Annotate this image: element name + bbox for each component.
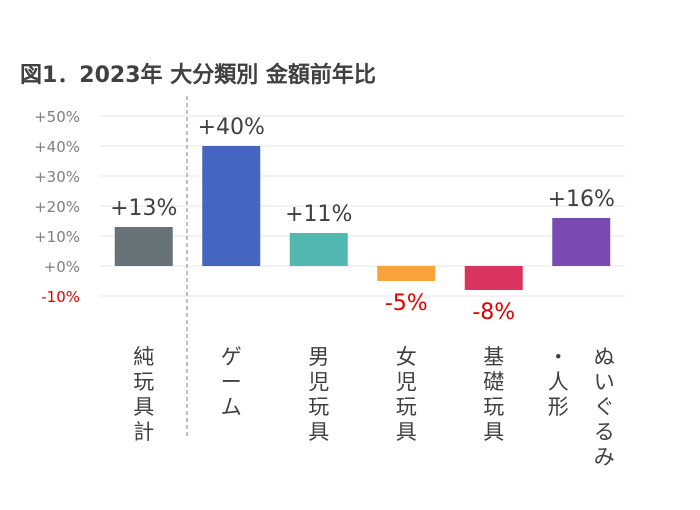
category-char: ぐ <box>594 395 615 419</box>
category-char: 玩 <box>483 395 504 419</box>
category-char: 児 <box>308 370 329 394</box>
chart-title: 図1．2023年 大分類別 金額前年比 <box>20 62 376 88</box>
bar <box>202 146 261 266</box>
category-char: ム <box>221 395 242 419</box>
data-label: -8% <box>472 300 515 325</box>
y-tick-label: +40% <box>34 138 80 156</box>
data-label: +16% <box>548 187 615 212</box>
y-tick-label: +20% <box>34 198 80 216</box>
category-label: ゲーム <box>221 345 242 419</box>
category-char: 児 <box>396 370 417 394</box>
category-char: 具 <box>483 420 504 444</box>
bar <box>552 218 611 266</box>
category-char: 玩 <box>308 395 329 419</box>
y-tick-label: +10% <box>34 228 80 246</box>
category-char: 具 <box>396 420 417 444</box>
data-label: -5% <box>385 291 428 316</box>
bar <box>377 266 436 281</box>
data-label: +40% <box>198 115 265 140</box>
category-char: ぬ <box>594 345 615 369</box>
category-char: ゲ <box>221 345 242 369</box>
category-char: 純 <box>133 345 154 369</box>
category-char: 人 <box>548 370 569 394</box>
category-char: 礎 <box>483 370 504 394</box>
y-tick-label: +30% <box>34 168 80 186</box>
category-char: 基 <box>483 345 504 369</box>
category-char: 玩 <box>133 370 154 394</box>
data-label: +11% <box>285 202 352 227</box>
bar <box>114 227 173 266</box>
category-char: 玩 <box>396 395 417 419</box>
category-char: 男 <box>308 345 329 369</box>
category-char: 計 <box>133 420 154 444</box>
category-char: い <box>594 370 615 394</box>
y-tick-label: -10% <box>41 288 80 306</box>
category-char: 女 <box>396 345 417 369</box>
bar <box>289 233 348 266</box>
bar <box>464 266 523 290</box>
y-tick-label: +50% <box>34 108 80 126</box>
category-char: 形 <box>548 395 569 419</box>
category-char: 具 <box>133 395 154 419</box>
category-char: み <box>594 445 615 469</box>
category-char: る <box>594 420 615 444</box>
category-char: 具 <box>308 420 329 444</box>
data-label: +13% <box>110 196 177 221</box>
y-tick-label: +0% <box>44 258 80 276</box>
category-char: ・ <box>548 345 569 369</box>
category-char: ー <box>221 370 242 394</box>
